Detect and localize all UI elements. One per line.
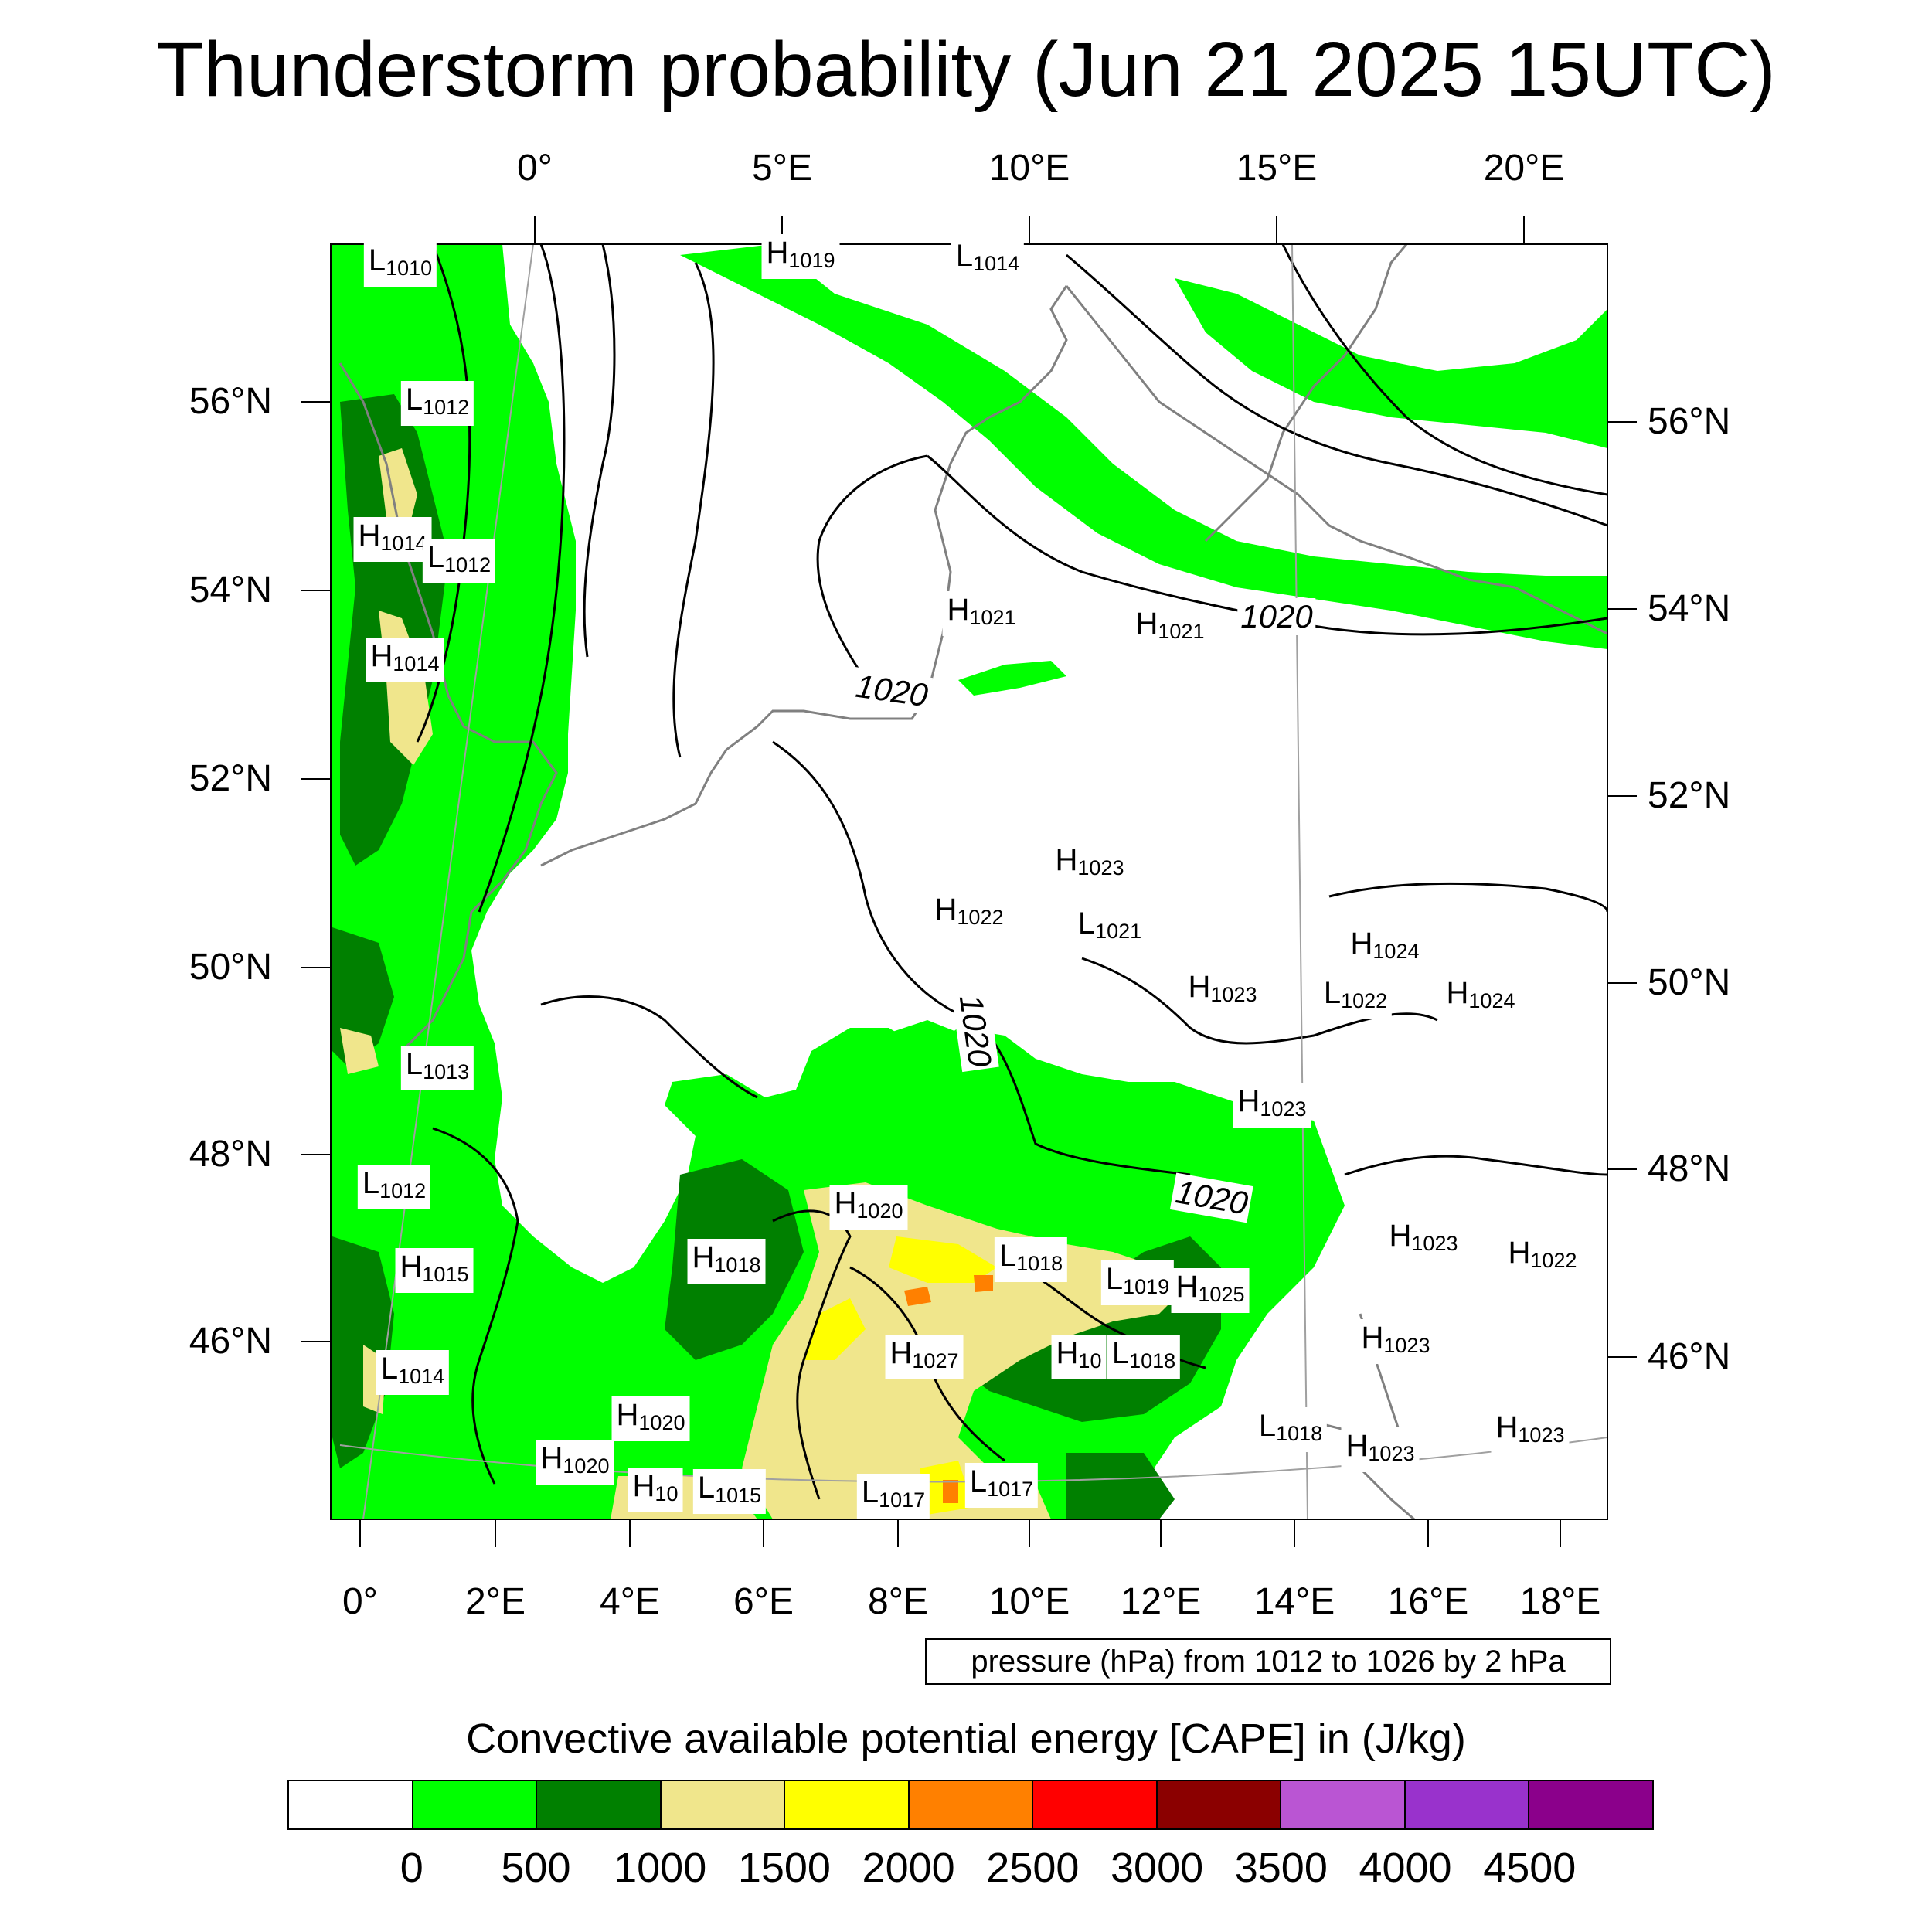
pressure-center-label: L1010 — [363, 242, 437, 287]
top-tick-label: 5°E — [752, 148, 812, 189]
colorbar-swatch — [1405, 1781, 1530, 1828]
pressure-center-label: L1019 — [1100, 1260, 1175, 1305]
colorbar-swatch — [289, 1781, 413, 1828]
right-tick-label: 56°N — [1648, 401, 1731, 442]
pressure-center-label: H1019 — [761, 234, 840, 279]
left-tick-label: 46°N — [189, 1321, 272, 1362]
pressure-center-label: H10 — [628, 1468, 683, 1512]
colorbar-title: Convective available potential energy [C… — [466, 1716, 1466, 1762]
bottom-tick-label: 16°E — [1387, 1581, 1469, 1622]
left-tick-label: 52°N — [189, 758, 272, 799]
left-tick-label: 54°N — [189, 570, 272, 611]
colorbar-tick-label: 4500 — [1483, 1845, 1577, 1891]
pressure-center-label: H1024 — [1345, 925, 1424, 970]
colorbar-swatch — [909, 1781, 1034, 1828]
pressure-center-label: L1012 — [422, 539, 496, 583]
bottom-tick-label: 0° — [342, 1581, 378, 1622]
colorbar-swatch — [785, 1781, 910, 1828]
colorbar-swatch — [1529, 1781, 1653, 1828]
colorbar-tick-label: 1500 — [737, 1845, 831, 1891]
pressure-center-label: H1021 — [942, 591, 1021, 636]
pressure-center-label: H1023 — [1356, 1319, 1435, 1364]
colorbar-tick-label: 2500 — [986, 1845, 1080, 1891]
colorbar-tick-label: 2000 — [862, 1845, 955, 1891]
colorbar-tick-label: 0 — [400, 1845, 423, 1891]
colorbar-tick-label: 4000 — [1359, 1845, 1452, 1891]
isobar-label: 1020 — [1237, 598, 1316, 635]
colorbar-tick-label: 3000 — [1111, 1845, 1204, 1891]
cape-band-orange — [904, 1275, 993, 1503]
pressure-center-label: H1020 — [611, 1396, 690, 1441]
left-tick-label: 48°N — [189, 1134, 272, 1175]
colorbar-swatch — [1033, 1781, 1158, 1828]
pressure-center-label: H1023 — [1384, 1217, 1463, 1262]
pressure-center-label: L1014 — [376, 1350, 450, 1395]
pressure-center-label: L1022 — [1318, 975, 1393, 1019]
pressure-center-label: H1015 — [395, 1248, 474, 1293]
colorbar-swatch — [413, 1781, 538, 1828]
pressure-center-label: H1022 — [930, 891, 1009, 936]
bottom-tick-label: 10°E — [988, 1581, 1070, 1622]
colorbar — [287, 1780, 1654, 1830]
pressure-center-label: L1012 — [400, 381, 474, 426]
bottom-tick-label: 4°E — [600, 1581, 660, 1622]
map-title: Thunderstorm probability (Jun 21 2025 15… — [156, 26, 1776, 113]
pressure-center-label: L1012 — [357, 1165, 431, 1209]
bottom-tick-label: 18°E — [1519, 1581, 1601, 1622]
pressure-center-label: H10 — [1051, 1335, 1107, 1379]
colorbar-swatch — [1281, 1781, 1406, 1828]
pressure-center-label: H1025 — [1171, 1268, 1250, 1313]
colorbar-tick-label: 1000 — [614, 1845, 707, 1891]
pressure-center-label: L1018 — [1107, 1335, 1181, 1379]
contour-info-box: pressure (hPa) from 1012 to 1026 by 2 hP… — [925, 1638, 1611, 1685]
bottom-tick-label: 14°E — [1253, 1581, 1335, 1622]
pressure-center-label: H1020 — [829, 1185, 908, 1230]
top-tick-label: 0° — [517, 148, 553, 189]
pressure-center-label: L1017 — [964, 1463, 1039, 1508]
pressure-center-label: H1024 — [1441, 975, 1520, 1019]
left-tick-label: 50°N — [189, 947, 272, 988]
pressure-center-label: H1023 — [1491, 1409, 1570, 1454]
cape-band-light-green — [331, 244, 1607, 1519]
pressure-center-label: H1027 — [885, 1335, 964, 1379]
pressure-center-label: H1023 — [1341, 1427, 1420, 1472]
top-tick-label: 15°E — [1236, 148, 1318, 189]
pressure-center-label: H1023 — [1233, 1083, 1311, 1128]
pressure-center-label: H1014 — [366, 638, 444, 682]
pressure-center-label: L1015 — [692, 1469, 767, 1514]
colorbar-swatch — [1157, 1781, 1282, 1828]
colorbar-tick-label: 3500 — [1234, 1845, 1328, 1891]
pressure-center-label: H1020 — [536, 1440, 614, 1485]
left-tick-label: 56°N — [189, 381, 272, 422]
pressure-center-label: H1021 — [1131, 605, 1209, 650]
pressure-center-label: L1014 — [951, 237, 1025, 282]
right-tick-label: 54°N — [1648, 588, 1731, 629]
pressure-center-label: L1018 — [1253, 1407, 1328, 1452]
right-tick-label: 50°N — [1648, 962, 1731, 1003]
right-tick-label: 48°N — [1648, 1148, 1731, 1189]
pressure-center-label: L1021 — [1073, 905, 1147, 950]
bottom-tick-label: 12°E — [1120, 1581, 1202, 1622]
top-tick-label: 20°E — [1483, 148, 1565, 189]
right-tick-label: 52°N — [1648, 775, 1731, 816]
colorbar-tick-label: 500 — [501, 1845, 571, 1891]
right-tick-label: 46°N — [1648, 1336, 1731, 1377]
tick-marks — [301, 216, 1637, 1547]
pressure-center-label: H1023 — [1050, 842, 1129, 886]
colorbar-swatch — [537, 1781, 662, 1828]
pressure-center-label: L1013 — [400, 1046, 474, 1090]
bottom-tick-label: 2°E — [465, 1581, 526, 1622]
bottom-tick-label: 6°E — [733, 1581, 794, 1622]
top-tick-label: 10°E — [988, 148, 1070, 189]
bottom-tick-label: 8°E — [868, 1581, 928, 1622]
pressure-center-label: L1018 — [994, 1237, 1068, 1282]
pressure-center-label: L1017 — [856, 1474, 930, 1519]
pressure-center-label: H1022 — [1503, 1234, 1582, 1279]
colorbar-swatch — [661, 1781, 786, 1828]
pressure-center-label: H1018 — [687, 1239, 766, 1284]
pressure-center-label: H1023 — [1183, 968, 1262, 1013]
pressure-center-label: H1014 — [353, 517, 432, 562]
